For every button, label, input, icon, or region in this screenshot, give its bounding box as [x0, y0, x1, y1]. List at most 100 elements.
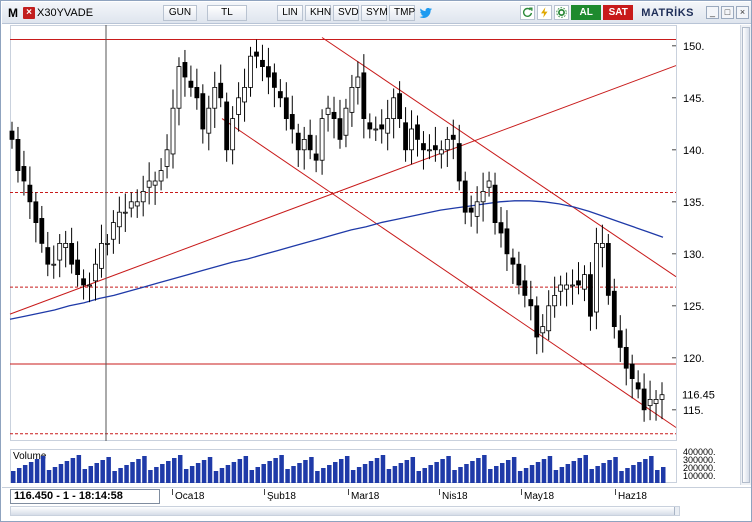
period-button[interactable]: GUN	[163, 4, 197, 21]
candle-body	[325, 107, 331, 115]
candle-body	[599, 242, 605, 248]
scale-button[interactable]: LIN	[277, 4, 303, 21]
candle-body	[594, 242, 599, 313]
svd-button[interactable]: SVD	[333, 4, 359, 21]
candle-body	[361, 72, 367, 119]
candle-body	[653, 398, 659, 404]
cursor-readout: 116.450 - 1 - 18:14:58	[10, 489, 160, 504]
currency-button[interactable]: TL	[207, 4, 247, 21]
volume-bar	[189, 466, 195, 483]
refresh-icon[interactable]	[520, 5, 536, 20]
candle-body	[450, 134, 456, 140]
twitter-icon[interactable]	[419, 7, 433, 19]
candle-body	[528, 299, 534, 307]
maximize-icon[interactable]: □	[721, 6, 734, 19]
volume-bar	[118, 468, 123, 483]
volume-bar	[649, 456, 654, 483]
volume-bar	[559, 467, 565, 483]
volume-bar	[583, 455, 588, 483]
khn-button[interactable]: KHN	[305, 4, 331, 21]
candle-body	[546, 305, 552, 332]
volume-bar	[631, 465, 636, 483]
candle-body	[552, 294, 558, 307]
candle-body	[349, 87, 355, 113]
volume-bar	[589, 469, 594, 483]
y-tick-label: 130.	[683, 249, 704, 261]
candle-body	[116, 211, 122, 228]
minimize-icon[interactable]: _	[706, 6, 719, 19]
volume-bar	[40, 456, 46, 483]
candle-body	[45, 247, 51, 265]
price-chart[interactable]: 150. 145. 140. 135. 130. 125. 120. 115. 116.45	[9, 25, 715, 441]
candle-body	[462, 180, 468, 213]
sell-button[interactable]: SAT	[603, 5, 634, 20]
volume-bar	[404, 460, 410, 483]
volume-bar	[476, 458, 481, 483]
volume-bar	[11, 471, 16, 483]
x-tick	[521, 489, 522, 495]
x-label: Mar18	[351, 491, 380, 502]
vertical-scroll-thumb[interactable]	[742, 27, 750, 483]
template-button[interactable]: TMP	[389, 4, 415, 21]
candle-body	[69, 242, 75, 265]
volume-bar	[34, 459, 40, 483]
candle-body	[63, 242, 69, 248]
volume-bar	[309, 457, 314, 483]
volume-bar	[410, 457, 416, 483]
y-tick-label: 135.	[683, 197, 704, 209]
candle-body	[534, 305, 540, 338]
volume-bar	[291, 466, 296, 483]
volume-bar	[547, 456, 553, 483]
volume-bar	[446, 456, 451, 483]
candle-body	[21, 166, 27, 182]
window-close-icon[interactable]: ×	[736, 6, 749, 19]
candle-body	[15, 139, 21, 172]
candle-body	[373, 128, 379, 131]
volume-bar	[541, 459, 547, 483]
volume-bar	[249, 470, 255, 483]
volume-bar	[470, 461, 475, 483]
candle-body	[403, 122, 408, 151]
volume-bar	[82, 469, 88, 483]
volume-bar	[327, 465, 332, 483]
volume-bar	[297, 463, 302, 483]
candle-body	[248, 55, 253, 88]
volume-bar	[494, 466, 499, 483]
volume-bar	[625, 468, 630, 483]
volume-bar	[416, 471, 422, 483]
volume-bar	[64, 461, 70, 483]
volume-bar	[213, 471, 219, 483]
candle-body	[122, 211, 128, 214]
volume-bar	[46, 470, 52, 483]
candle-body	[427, 149, 432, 152]
vertical-scrollbar[interactable]	[740, 25, 751, 485]
flash-icon[interactable]	[537, 5, 553, 20]
x-label: Şub18	[267, 491, 296, 502]
volume-bar	[142, 456, 147, 483]
buy-button[interactable]: AL	[571, 5, 602, 20]
volume-bar	[321, 468, 326, 483]
volume-bar	[392, 466, 398, 483]
candle-body	[516, 263, 522, 286]
volume-bar	[273, 458, 278, 483]
candle-body	[164, 149, 170, 167]
horizontal-scrollbar[interactable]	[10, 506, 680, 516]
close-chart-icon[interactable]: ×	[23, 6, 35, 19]
volume-bar	[428, 465, 433, 483]
volume-bar	[261, 464, 266, 483]
symbol-label[interactable]: X30YVADE	[37, 6, 94, 19]
candle-body	[152, 180, 158, 186]
candle-body	[218, 82, 224, 99]
volume-tick-label: 100000.	[683, 471, 716, 481]
horizontal-scroll-thumb[interactable]	[11, 507, 675, 515]
x-tick	[615, 489, 616, 495]
candle-body	[27, 184, 33, 203]
volume-bar	[94, 463, 99, 483]
settings-icon[interactable]	[554, 5, 570, 20]
candle-body	[99, 242, 104, 269]
y-tick-label: 140.	[683, 145, 704, 157]
candle-body	[105, 242, 110, 245]
sym-button[interactable]: SYM	[361, 4, 388, 21]
volume-bar	[338, 459, 344, 483]
volume-bar	[315, 471, 320, 483]
